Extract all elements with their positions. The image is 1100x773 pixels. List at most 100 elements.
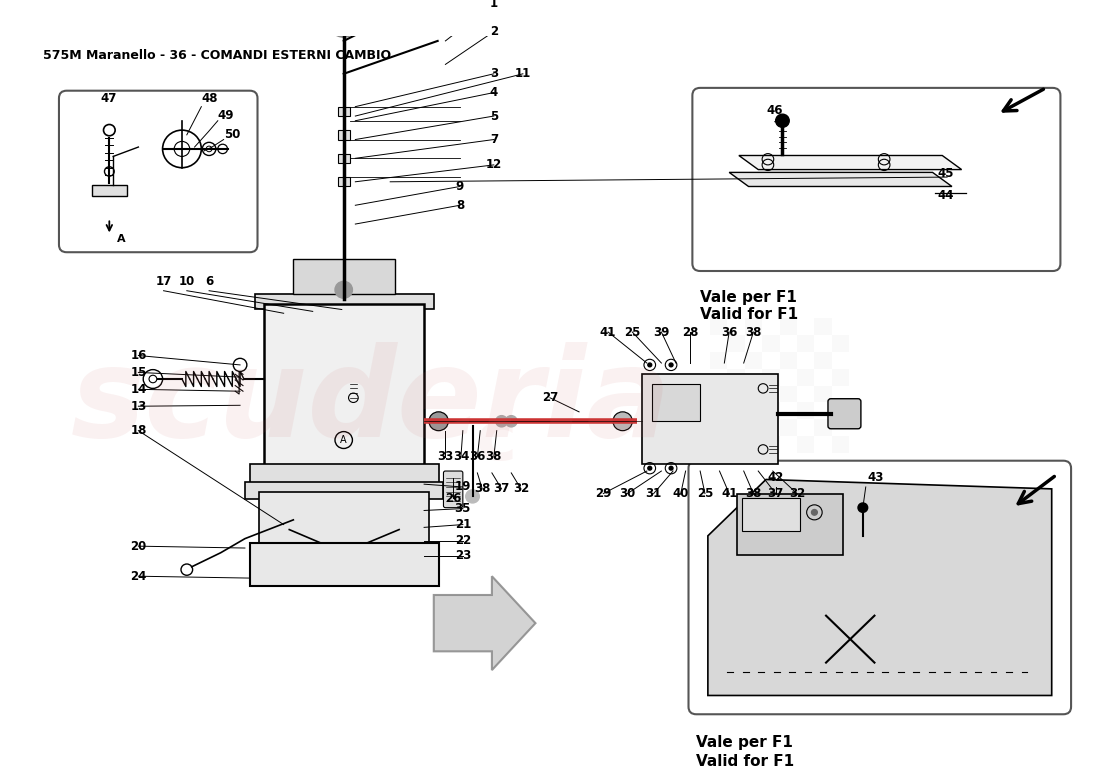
Bar [727,436,745,453]
Circle shape [328,7,360,37]
Bar [745,386,762,403]
Text: 23: 23 [454,549,471,562]
FancyBboxPatch shape [59,90,257,252]
Text: 12: 12 [486,158,502,172]
Bar [264,304,425,492]
Bar [832,403,849,420]
Text: Vale per F1: Vale per F1 [696,735,793,750]
Text: 37: 37 [494,482,509,495]
Bar [338,154,350,163]
Text: Vale per F1: Vale per F1 [700,290,798,305]
Text: 11: 11 [515,67,531,80]
Bar [780,386,798,403]
Bar [737,494,844,554]
Text: 47: 47 [100,92,117,105]
Bar [642,374,778,464]
FancyBboxPatch shape [443,471,463,508]
Text: 50: 50 [223,128,240,141]
Text: Valid for F1: Valid for F1 [700,307,799,322]
Bar [762,403,780,420]
Text: 25: 25 [624,325,640,339]
Bar [814,352,832,369]
Text: 16: 16 [130,349,146,362]
Bar [762,369,780,386]
Text: 40: 40 [672,487,689,500]
Text: 29: 29 [595,487,612,500]
Text: 38: 38 [474,482,491,495]
Text: 14: 14 [130,383,146,396]
Bar [798,335,814,352]
Text: 38: 38 [485,451,502,464]
Circle shape [496,416,507,427]
Text: 10: 10 [178,275,195,288]
Text: 33: 33 [438,451,453,464]
Bar [727,335,745,352]
Text: 49: 49 [218,109,234,122]
Circle shape [648,363,651,367]
Bar [832,335,849,352]
Text: 6: 6 [205,275,213,288]
Bar [294,259,395,295]
Bar [338,177,350,186]
Text: 13: 13 [130,400,146,413]
Bar [710,352,727,369]
Bar [245,482,443,499]
Text: 19: 19 [454,481,471,493]
Text: 41: 41 [600,325,616,339]
Circle shape [812,509,817,515]
Bar [92,185,126,196]
Bar [832,369,849,386]
Bar [780,420,798,436]
Bar [780,318,798,335]
Text: 42: 42 [768,472,784,485]
Text: A: A [117,234,125,244]
Text: 32: 32 [513,482,529,495]
Bar [798,436,814,453]
FancyBboxPatch shape [692,88,1060,271]
Text: 43: 43 [868,472,884,485]
Bar [832,436,849,453]
Bar [254,295,433,308]
Circle shape [465,490,480,503]
Text: 30: 30 [619,487,636,500]
Bar [814,386,832,403]
Polygon shape [433,576,536,670]
Bar [745,318,762,335]
Text: A: A [340,435,346,445]
Text: 575M Maranello - 36 - COMANDI ESTERNI CAMBIO: 575M Maranello - 36 - COMANDI ESTERNI CA… [44,49,392,63]
Text: 18: 18 [130,424,146,438]
Polygon shape [729,172,952,186]
Text: 36: 36 [470,451,485,464]
Bar [651,383,700,421]
Bar [741,499,800,531]
Text: 44: 44 [937,189,954,202]
Text: 4: 4 [490,86,498,99]
FancyBboxPatch shape [828,399,861,429]
Circle shape [669,466,673,470]
Text: 32: 32 [789,487,805,500]
Circle shape [776,114,789,128]
Circle shape [613,412,632,431]
Bar [260,492,429,543]
Text: 2: 2 [490,25,498,38]
Text: 26: 26 [446,492,461,505]
Text: 46: 46 [767,104,783,117]
Text: 31: 31 [646,487,662,500]
Text: 28: 28 [682,325,698,339]
Text: 1: 1 [490,0,498,10]
Bar [250,543,439,586]
Polygon shape [708,479,1052,696]
Text: scuderia: scuderia [70,342,671,463]
Text: 38: 38 [745,487,761,500]
Text: 8: 8 [455,199,464,212]
Bar [710,386,727,403]
Circle shape [648,466,651,470]
Bar [710,420,727,436]
Bar [798,369,814,386]
Text: 45: 45 [937,167,954,180]
Bar [250,464,439,484]
FancyBboxPatch shape [689,461,1071,714]
Bar [710,318,727,335]
Bar [745,352,762,369]
Bar [798,403,814,420]
